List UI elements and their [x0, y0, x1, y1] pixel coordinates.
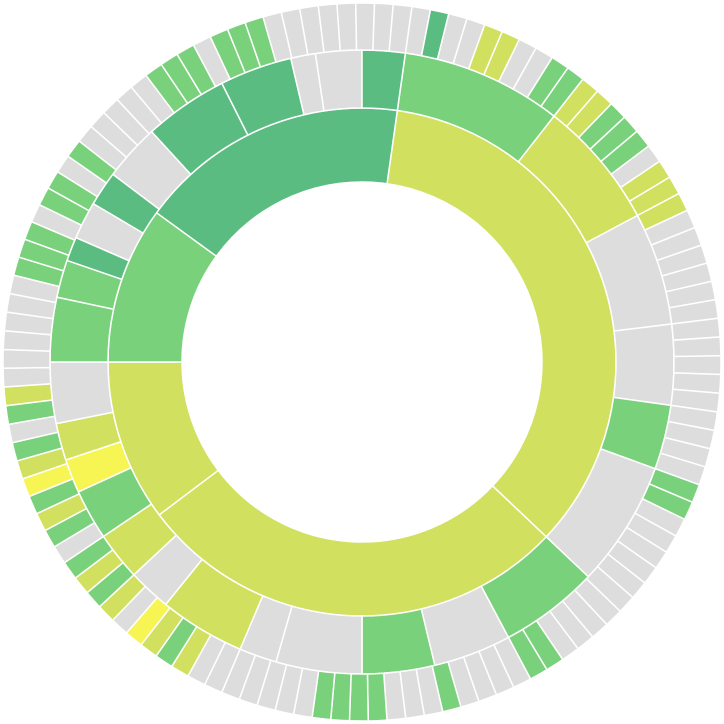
sunburst-segment — [2, 348, 51, 370]
sunburst-segment — [672, 336, 722, 358]
sunburst-segment — [612, 323, 675, 407]
sunburst-segment — [366, 672, 388, 722]
sunburst-segment — [388, 3, 413, 54]
sunburst-segment — [361, 49, 407, 112]
sunburst-segment — [348, 673, 370, 722]
sunburst-segment — [2, 366, 52, 388]
sunburst-segment — [49, 361, 114, 425]
sunburst-segment — [314, 49, 363, 112]
sunburst-segment — [673, 354, 722, 376]
sunburst-segment — [336, 2, 358, 52]
sunburst-segment — [354, 2, 376, 51]
sunburst-segment — [361, 608, 436, 675]
